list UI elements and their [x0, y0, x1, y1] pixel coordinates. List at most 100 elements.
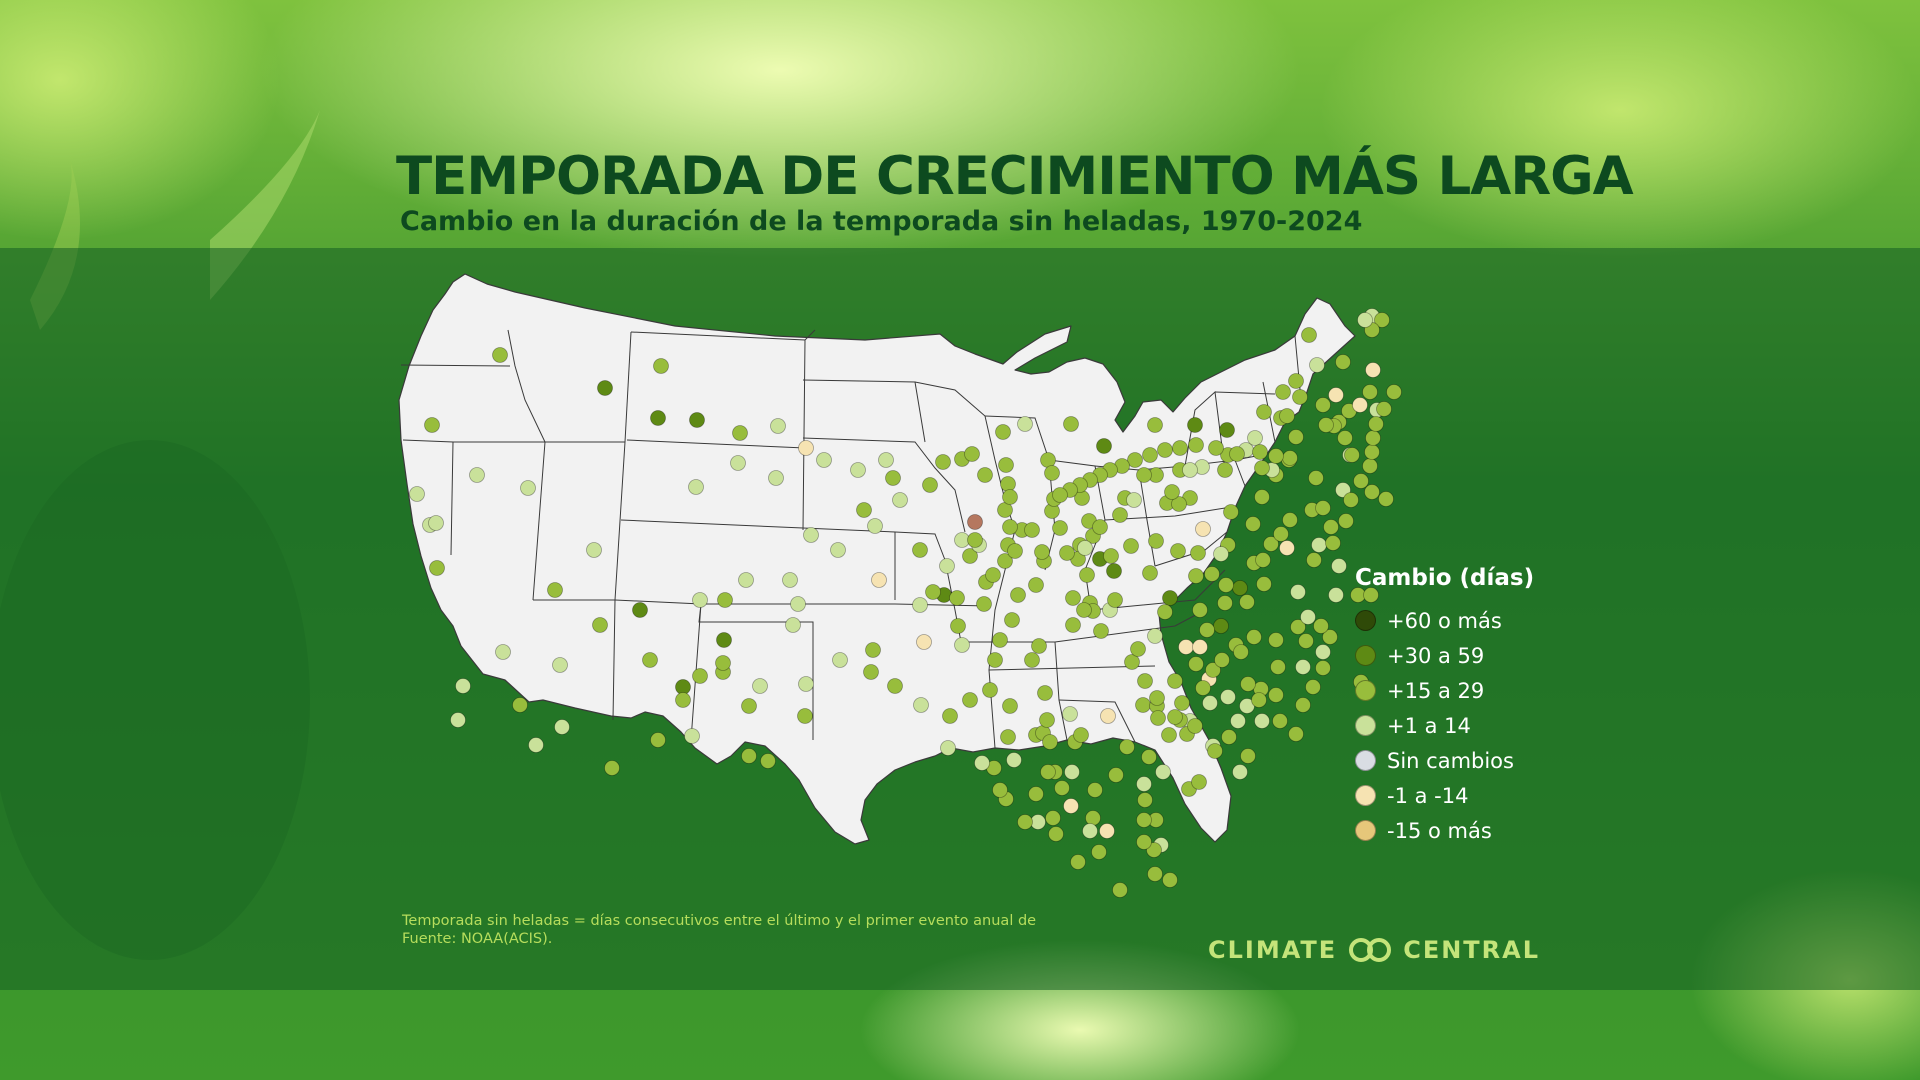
station-marker	[1126, 492, 1142, 508]
station-marker	[797, 708, 813, 724]
station-marker	[1127, 452, 1143, 468]
station-marker	[1245, 516, 1261, 532]
station-marker	[1100, 708, 1116, 724]
station-marker	[1135, 697, 1151, 713]
station-marker	[1298, 633, 1314, 649]
station-marker	[1374, 312, 1390, 328]
station-marker	[1017, 416, 1033, 432]
station-marker	[1195, 680, 1211, 696]
station-marker	[1087, 782, 1103, 798]
station-marker	[1282, 512, 1298, 528]
station-marker	[1062, 706, 1078, 722]
station-marker	[1028, 577, 1044, 593]
station-marker	[1322, 629, 1338, 645]
station-marker	[1065, 590, 1081, 606]
station-marker	[1042, 734, 1058, 750]
station-marker	[1167, 673, 1183, 689]
station-marker	[424, 417, 440, 433]
station-marker	[1002, 489, 1018, 505]
legend: Cambio (días) +60 o más +30 a 59 +15 a 2…	[1355, 565, 1615, 848]
footnote-definition: Temporada sin heladas = días consecutivo…	[402, 913, 1037, 929]
legend-item: +60 o más	[1355, 603, 1615, 638]
legend-swatch	[1355, 820, 1376, 841]
station-marker	[642, 652, 658, 668]
station-marker	[1275, 384, 1291, 400]
station-marker	[547, 582, 563, 598]
station-marker	[1230, 713, 1246, 729]
station-marker	[1064, 764, 1080, 780]
station-marker	[1331, 558, 1347, 574]
station-marker	[592, 617, 608, 633]
station-marker	[1239, 594, 1255, 610]
station-marker	[1335, 482, 1351, 498]
station-marker	[1174, 695, 1190, 711]
station-marker	[1070, 854, 1086, 870]
station-marker	[1323, 519, 1339, 535]
station-marker	[1301, 327, 1317, 343]
station-marker	[1039, 712, 1055, 728]
station-marker	[1251, 692, 1267, 708]
station-marker	[1112, 507, 1128, 523]
station-marker	[692, 592, 708, 608]
station-marker	[985, 567, 1001, 583]
station-marker	[653, 358, 669, 374]
station-marker	[977, 467, 993, 483]
station-marker	[1204, 566, 1220, 582]
station-marker	[1365, 430, 1381, 446]
map-subtitle: Cambio en la duración de la temporada si…	[400, 206, 1363, 237]
station-marker	[1335, 354, 1351, 370]
station-marker	[1218, 577, 1234, 593]
station-marker	[1290, 619, 1306, 635]
station-marker	[1002, 519, 1018, 535]
station-marker	[1017, 814, 1033, 830]
station-marker	[1315, 660, 1331, 676]
station-marker	[429, 560, 445, 576]
station-marker	[741, 748, 757, 764]
station-marker	[1063, 416, 1079, 432]
legend-item: +30 a 59	[1355, 638, 1615, 673]
station-marker	[962, 692, 978, 708]
station-marker	[1000, 476, 1016, 492]
station-markers	[409, 308, 1402, 898]
station-marker	[1052, 487, 1068, 503]
station-marker	[997, 553, 1013, 569]
station-marker	[987, 652, 1003, 668]
station-marker	[1037, 685, 1053, 701]
station-marker	[982, 682, 998, 698]
station-marker	[912, 542, 928, 558]
station-marker	[1308, 470, 1324, 486]
station-marker	[1309, 357, 1325, 373]
station-marker	[1028, 786, 1044, 802]
station-marker	[495, 644, 511, 660]
station-marker	[1219, 422, 1235, 438]
station-marker	[798, 440, 814, 456]
station-marker	[803, 527, 819, 543]
station-marker	[428, 515, 444, 531]
station-marker	[1137, 673, 1153, 689]
station-marker	[650, 410, 666, 426]
station-marker	[688, 479, 704, 495]
station-marker	[974, 755, 990, 771]
station-marker	[1376, 401, 1392, 417]
station-marker	[892, 492, 908, 508]
station-marker	[1362, 384, 1378, 400]
station-marker	[1099, 823, 1115, 839]
station-marker	[871, 572, 887, 588]
station-marker	[1124, 654, 1140, 670]
station-marker	[1318, 417, 1334, 433]
legend-label: +15 a 29	[1387, 678, 1485, 703]
station-marker	[1305, 679, 1321, 695]
station-marker	[885, 470, 901, 486]
station-marker	[1130, 641, 1146, 657]
station-marker	[967, 514, 983, 530]
station-marker	[1263, 536, 1279, 552]
station-marker	[1182, 462, 1198, 478]
station-marker	[1192, 602, 1208, 618]
station-marker	[1112, 882, 1128, 898]
station-marker	[1059, 545, 1075, 561]
station-marker	[878, 452, 894, 468]
station-marker	[1306, 552, 1322, 568]
station-marker	[887, 678, 903, 694]
station-marker	[1157, 442, 1173, 458]
station-marker	[1142, 565, 1158, 581]
